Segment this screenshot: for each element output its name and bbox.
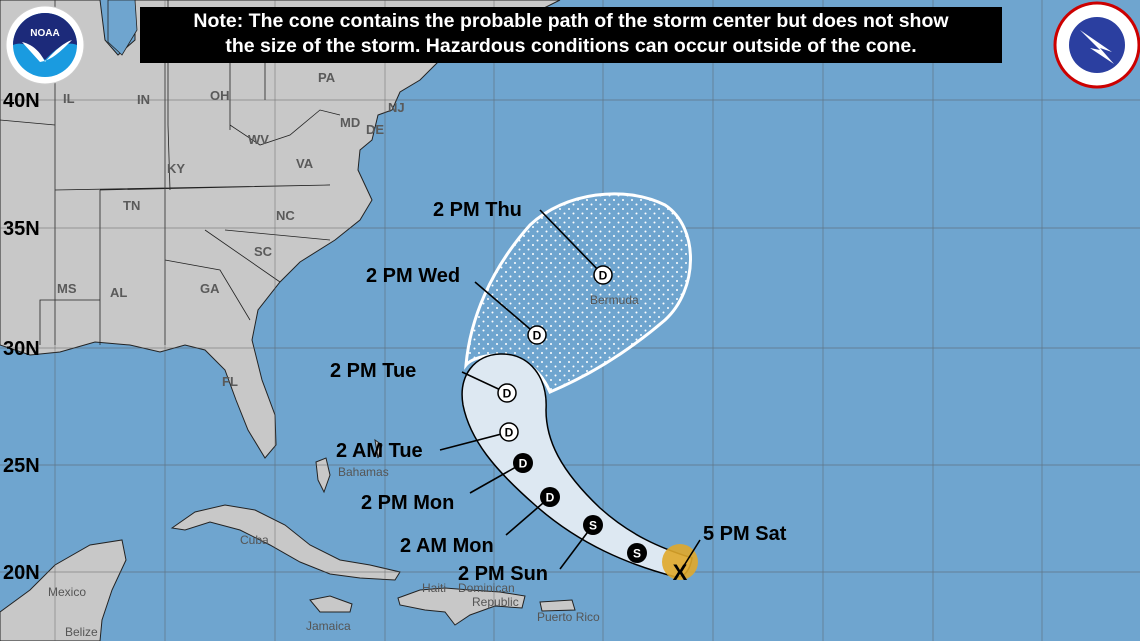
lat-label: 20N — [3, 562, 40, 584]
yucatan — [0, 539, 127, 641]
place-haiti: Haiti — [422, 581, 446, 595]
state-label: PA — [318, 70, 336, 85]
svg-text:D: D — [519, 457, 528, 471]
svg-text:D: D — [503, 387, 512, 401]
state-label: WV — [248, 132, 269, 147]
state-label: MD — [340, 115, 360, 130]
state-label: OH — [210, 88, 230, 103]
svg-text:D: D — [533, 329, 542, 343]
lat-label: 40N — [3, 90, 40, 112]
lat-label: 35N — [3, 218, 40, 240]
svg-text:S: S — [633, 547, 641, 561]
puerto-rico — [539, 599, 576, 612]
label-2pm-mon: 2 PM Mon — [361, 492, 454, 514]
land — [0, 0, 607, 641]
state-label: FL — [222, 374, 238, 389]
cone-disclaimer-note: Note: The cone contains the probable pat… — [140, 7, 1002, 63]
place-puerto-rico: Puerto Rico — [537, 610, 600, 624]
place-bermuda: Bermuda — [590, 293, 639, 307]
point-sun-am: S — [627, 543, 647, 563]
state-label: MS — [57, 281, 77, 296]
place-mexico: Mexico — [48, 585, 86, 599]
label-2am-tue: 2 AM Tue — [336, 440, 423, 462]
point-tue-am: D — [499, 422, 519, 442]
current-position-x-icon: X — [673, 560, 688, 585]
lat-label: 25N — [3, 455, 40, 477]
svg-text:D: D — [599, 269, 608, 283]
label-2pm-thu: 2 PM Thu — [433, 199, 522, 221]
state-label: GA — [200, 281, 220, 296]
state-label: IL — [63, 91, 75, 106]
svg-text:D: D — [546, 491, 555, 505]
place-jamaica: Jamaica — [306, 619, 351, 633]
hispaniola — [397, 587, 526, 626]
place-dominican: Dominican — [458, 581, 515, 595]
state-label: TN — [123, 198, 140, 213]
state-label: AL — [110, 285, 127, 300]
point-sun-pm: S — [583, 515, 603, 535]
state-label: NJ — [388, 100, 405, 115]
current-position-wind-field — [662, 544, 698, 580]
svg-text:S: S — [589, 519, 597, 533]
time-labels: 2 PM Thu 2 PM Wed 2 PM Tue 2 AM Tue 2 PM… — [330, 199, 787, 585]
point-mon-pm: D — [513, 453, 533, 473]
label-5pm-sat: 5 PM Sat — [703, 523, 787, 545]
state-label: VA — [296, 156, 314, 171]
forecast-cone-days-1-3 — [461, 353, 693, 578]
lakes — [107, 0, 138, 56]
forecast-points: D D D D D D S S X — [497, 265, 688, 585]
lat-label: 30N — [3, 338, 40, 360]
place-cuba: Cuba — [240, 533, 269, 547]
svg-text:D: D — [505, 426, 514, 440]
place-belize: Belize — [65, 625, 98, 639]
state-label: NC — [276, 208, 295, 223]
state-label: DE — [366, 122, 384, 137]
label-2pm-tue: 2 PM Tue — [330, 360, 416, 382]
place-labels: Bahamas Cuba Mexico Belize Jamaica Haiti… — [48, 465, 600, 639]
note-line-1: Note: The cone contains the probable pat… — [193, 10, 949, 32]
abaco — [374, 438, 383, 459]
place-republic: Republic — [472, 595, 519, 609]
point-tue-pm: D — [497, 383, 517, 403]
jamaica — [309, 595, 353, 613]
nws-logo — [1053, 1, 1140, 89]
state-label: KY — [167, 161, 185, 176]
point-wed: D — [527, 325, 547, 345]
state-label: IN — [137, 92, 150, 107]
note-line-2: the size of the storm. Hazardous conditi… — [225, 35, 917, 57]
state-labels: IL IN OH PA WV VA KY TN NC SC GA AL MS F… — [57, 70, 405, 389]
svg-text:NOAA: NOAA — [30, 28, 59, 39]
cuba — [170, 504, 401, 581]
noaa-logo: NOAA — [5, 5, 85, 85]
point-mon-am: D — [540, 487, 560, 507]
label-2am-mon: 2 AM Mon — [400, 535, 494, 557]
label-2pm-sun: 2 PM Sun — [458, 563, 548, 585]
andros — [315, 457, 331, 494]
point-thu: D — [593, 265, 613, 285]
state-label: SC — [254, 244, 273, 259]
latitude-labels: 40N 35N 30N 25N 20N — [3, 90, 40, 584]
label-2pm-wed: 2 PM Wed — [366, 265, 460, 287]
place-bahamas: Bahamas — [338, 465, 389, 479]
